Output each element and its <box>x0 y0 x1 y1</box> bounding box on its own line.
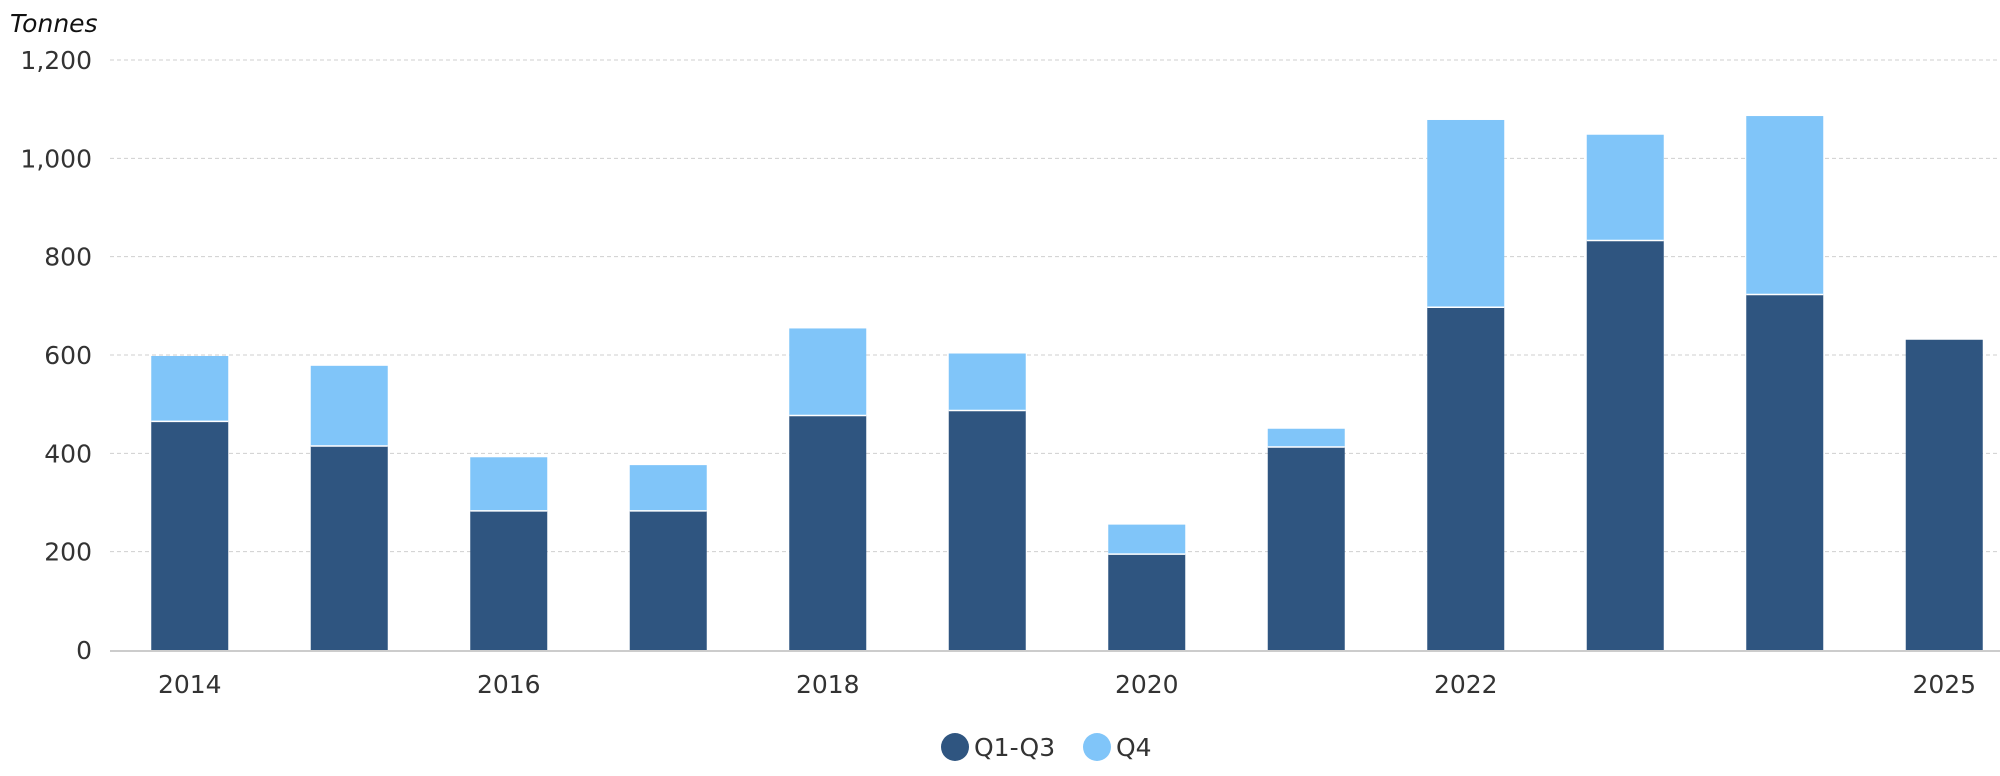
bar-q1-q3-2014 <box>151 421 229 650</box>
x-tick-label: 2020 <box>1115 670 1179 699</box>
x-tick-label: 2018 <box>796 670 860 699</box>
legend-item-q1-q3[interactable]: Q1-Q3 <box>941 733 1055 762</box>
y-tick-label: 200 <box>44 538 92 567</box>
y-axis-ticks: 0 200 400 600 800 1,000 1,200 <box>20 46 92 665</box>
y-tick-label: 400 <box>44 439 92 468</box>
x-tick-label: 2016 <box>477 670 541 699</box>
x-axis-ticks: 2014 2016 2018 2020 2022 2025 <box>158 670 1976 699</box>
bar-q1-q3-2024 <box>1746 294 1824 650</box>
bar-q1-q3-2016 <box>470 510 548 650</box>
y-tick-label: 600 <box>44 341 92 370</box>
bar-q4-2014 <box>151 355 229 422</box>
y-tick-label: 1,200 <box>20 46 92 75</box>
legend-label: Q1-Q3 <box>974 733 1055 762</box>
bar-q1-q3-2019 <box>948 410 1026 650</box>
bar-q1-q3-2020 <box>1108 554 1186 650</box>
bar-q1-q3-2015 <box>310 445 388 650</box>
y-axis-title: Tonnes <box>10 9 98 38</box>
legend: Q1-Q3 Q4 <box>941 733 1152 762</box>
y-tick-label: 800 <box>44 243 92 272</box>
bar-q4-2024 <box>1746 116 1824 295</box>
bars <box>151 116 1983 651</box>
y-tick-label: 1,000 <box>20 144 92 173</box>
bar-q4-2021 <box>1267 428 1345 447</box>
gridlines <box>110 59 2000 553</box>
bar-q1-q3-2022 <box>1427 307 1505 650</box>
bar-q1-q3-2021 <box>1267 446 1345 650</box>
bar-q4-2022 <box>1427 119 1505 308</box>
bar-q1-q3-2018 <box>789 415 867 650</box>
bar-q4-2018 <box>789 328 867 416</box>
x-tick-label: 2025 <box>1912 670 1976 699</box>
bar-q4-2016 <box>470 457 548 511</box>
x-tick-label: 2022 <box>1434 670 1498 699</box>
legend-item-q4[interactable]: Q4 <box>1083 733 1152 762</box>
legend-label: Q4 <box>1116 733 1152 762</box>
bar-q4-2017 <box>629 465 707 511</box>
bar-q1-q3-2017 <box>629 510 707 650</box>
legend-swatch <box>1083 733 1111 761</box>
legend-swatch <box>941 733 969 761</box>
bar-q4-2020 <box>1108 524 1186 555</box>
bar-q4-2015 <box>310 365 388 446</box>
bar-q1-q3-2023 <box>1586 240 1664 651</box>
bar-q1-q3-2025 <box>1905 339 1983 650</box>
bar-q4-2023 <box>1586 134 1664 241</box>
y-tick-label: 0 <box>76 636 92 665</box>
x-tick-label: 2014 <box>158 670 222 699</box>
bar-q4-2019 <box>948 353 1026 411</box>
